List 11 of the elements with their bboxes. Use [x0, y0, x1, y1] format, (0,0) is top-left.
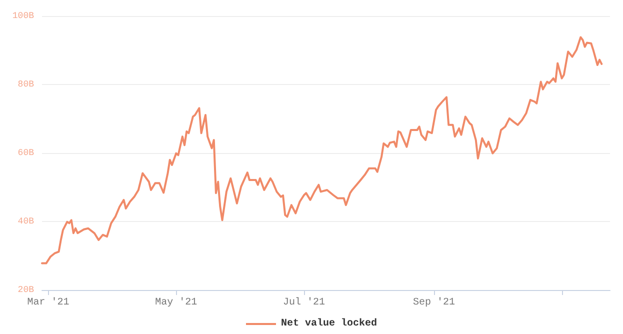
- x-tick-label: Mar '21: [27, 296, 70, 308]
- y-tick-label: 40B: [18, 216, 35, 226]
- y-tick-label: 60B: [18, 148, 35, 158]
- x-tick-label: Jul '21: [282, 296, 325, 308]
- y-tick-label: 100B: [12, 11, 35, 21]
- x-tick-label: May '21: [155, 296, 198, 308]
- y-tick-label: 20B: [18, 285, 35, 295]
- y-tick-label: 80B: [18, 80, 35, 90]
- x-tick-label: Sep '21: [412, 296, 455, 308]
- line-series: [41, 36, 603, 264]
- legend-label: Net value locked: [280, 318, 378, 330]
